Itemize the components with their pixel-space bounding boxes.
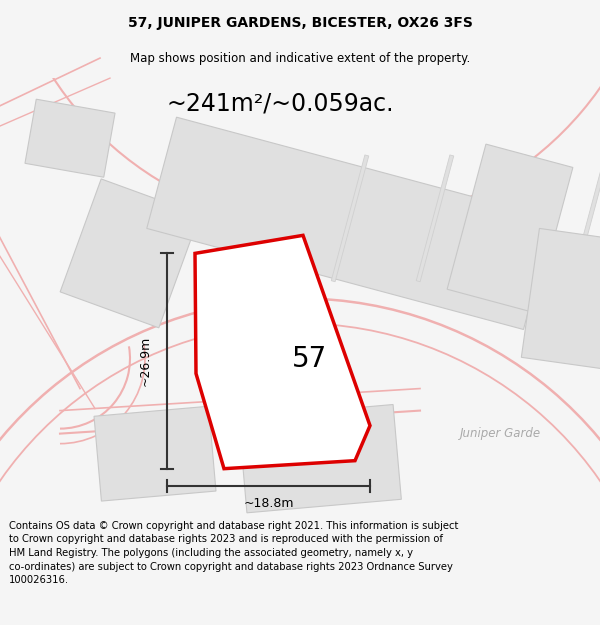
Text: ~18.8m: ~18.8m (243, 498, 294, 510)
Text: Contains OS data © Crown copyright and database right 2021. This information is : Contains OS data © Crown copyright and d… (9, 521, 458, 585)
Polygon shape (25, 99, 115, 178)
Polygon shape (416, 155, 454, 282)
Polygon shape (60, 179, 200, 328)
Text: Map shows position and indicative extent of the property.: Map shows position and indicative extent… (130, 52, 470, 65)
Polygon shape (94, 406, 216, 501)
Text: Juniper Garde: Juniper Garde (460, 427, 541, 440)
Polygon shape (195, 236, 370, 469)
Text: 57, JUNIPER GARDENS, BICESTER, OX26 3FS: 57, JUNIPER GARDENS, BICESTER, OX26 3FS (128, 16, 472, 31)
Polygon shape (571, 155, 600, 282)
Text: ~26.9m: ~26.9m (139, 336, 151, 386)
Text: ~241m²/~0.059ac.: ~241m²/~0.059ac. (166, 91, 394, 115)
Text: 57: 57 (292, 344, 328, 372)
Polygon shape (331, 155, 369, 282)
Polygon shape (147, 117, 553, 329)
Polygon shape (491, 155, 529, 282)
Polygon shape (447, 144, 573, 312)
Polygon shape (521, 228, 600, 369)
Polygon shape (239, 404, 401, 513)
